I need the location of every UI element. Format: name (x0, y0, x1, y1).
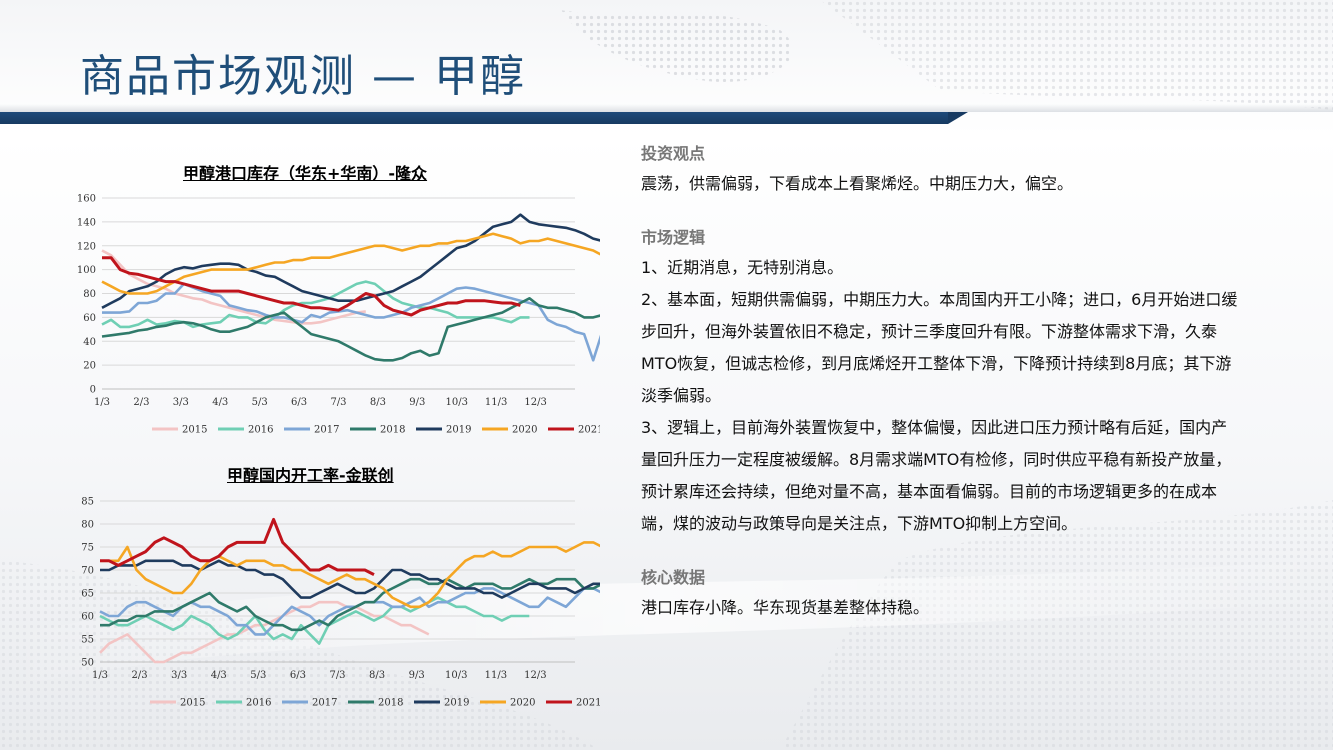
section-paragraph: 港口库存小降。华东现货基差整体持稳。 (641, 598, 930, 617)
section-market-logic: 市场逻辑 1、近期消息，无特别消息。 2、基本面，短期供需偏弱，中期压力大。本周… (641, 224, 1241, 540)
x-tick-label: 12/3 (524, 397, 546, 408)
x-tick-label: 9/3 (409, 670, 425, 681)
series-line-2020 (101, 232, 600, 295)
chart1-title: 甲醇港口库存（华东+华南）-隆众 (183, 164, 428, 183)
legend-label: 2016 (248, 425, 273, 436)
series-line-2018 (101, 297, 600, 362)
legend-label: 2020 (512, 425, 537, 436)
y-tick-label: 80 (81, 520, 94, 531)
x-tick-label: 5/3 (252, 397, 268, 408)
x-tick-label: 8/3 (370, 397, 386, 408)
chart-port-inventory: 0 20 40 60 80 100 120 140 160 1/3 2/3 3/3 4/3 5/3 6/3 7… (77, 194, 600, 436)
y-tick-label: 0 (90, 385, 96, 396)
section-heading: 市场逻辑 (641, 228, 706, 247)
x-tick-label: 3/3 (171, 670, 187, 681)
section-paragraph: 1、近期消息，无特别消息。 (641, 258, 844, 277)
series-line-2015 (99, 600, 430, 664)
title-shadow (0, 104, 1333, 112)
x-tick-label: 6/3 (290, 670, 306, 681)
x-tick-label: 3/3 (173, 397, 189, 408)
legend-label: 2016 (246, 698, 271, 709)
legend-label: 2015 (182, 425, 207, 436)
x-tick-label: 7/3 (330, 397, 346, 408)
y-tick-label: 40 (83, 337, 96, 348)
y-tick-label: 100 (77, 265, 96, 276)
y-tick-label: 55 (81, 635, 94, 646)
series-line-2017 (102, 282, 600, 362)
y-tick-label: 140 (77, 217, 96, 228)
x-tick-label: 2/3 (132, 670, 148, 681)
legend-label: 2015 (180, 698, 205, 709)
y-tick-label: 60 (83, 313, 96, 324)
section-heading: 核心数据 (641, 568, 706, 587)
series-line-2021 (100, 517, 375, 576)
series-line-2016 (99, 596, 530, 645)
x-tick-label: 2/3 (133, 397, 149, 408)
x-tick-label: 4/3 (212, 397, 228, 408)
series-line-2019 (100, 559, 600, 599)
series-line-2020 (100, 541, 600, 609)
x-tick-label: 9/3 (409, 397, 425, 408)
x-tick-label: 10/3 (446, 397, 468, 408)
y-tick-label: 160 (77, 194, 96, 205)
legend-label: 2018 (378, 698, 403, 709)
y-tick-label: 65 (81, 589, 94, 600)
x-tick-label: 6/3 (291, 397, 307, 408)
x-tick-label: 7/3 (329, 670, 345, 681)
section-core-data: 核心数据 港口库存小降。华东现货基差整体持稳。 (641, 564, 1241, 624)
series-line-2015 (101, 249, 366, 325)
legend-label: 2018 (380, 425, 405, 436)
title-underline-bar (0, 112, 968, 124)
y-tick-label: 75 (81, 543, 94, 554)
y-tick-label: 20 (83, 361, 96, 372)
chart-operating-rate: 50 55 60 65 70 75 80 85 1/3 2/3 3/3 4/3 5/3 6/3 7/3 8/3… (81, 497, 600, 709)
y-tick-label: 120 (77, 241, 96, 252)
y-tick-label: 60 (81, 612, 94, 623)
y-tick-label: 80 (83, 289, 96, 300)
x-tick-label: 12/3 (524, 670, 546, 681)
x-tick-label: 10/3 (445, 670, 467, 681)
x-tick-label: 4/3 (211, 670, 227, 681)
legend-label: 2017 (314, 425, 339, 436)
legend-label: 2019 (444, 698, 469, 709)
legend-label: 2020 (510, 698, 535, 709)
x-tick-label: 11/3 (485, 670, 507, 681)
series-line-2018 (100, 577, 600, 632)
series-line-2016 (101, 280, 530, 329)
y-tick-label: 50 (81, 658, 94, 669)
x-tick-label: 11/3 (485, 397, 507, 408)
section-paragraph: 3、逻辑上，目前海外装置恢复中，整体偏慢，因此进口压力预计略有后延，国内产量回升… (641, 418, 1232, 533)
legend-label: 2019 (446, 425, 471, 436)
legend-label: 2017 (312, 698, 337, 709)
x-tick-label: 1/3 (92, 670, 108, 681)
analysis-panel: 投资观点 震荡，供需偏弱，下看成本上看聚烯烃。中期压力大，偏空。 市场逻辑 1、… (641, 140, 1241, 624)
section-heading: 投资观点 (641, 144, 706, 163)
legend-label: 2021 (576, 698, 600, 709)
legend-label: 2021 (578, 425, 600, 436)
series-line-2019 (101, 213, 600, 309)
x-tick-label: 1/3 (94, 397, 110, 408)
section-investment-view: 投资观点 震荡，供需偏弱，下看成本上看聚烯烃。中期压力大，偏空。 (641, 140, 1241, 200)
series-line-2021 (102, 256, 521, 317)
page-title: 商品市场观测 — 甲醇 (80, 51, 526, 102)
x-tick-label: 8/3 (369, 670, 385, 681)
x-tick-label: 5/3 (250, 670, 266, 681)
y-tick-label: 85 (81, 497, 94, 508)
y-tick-label: 70 (81, 566, 94, 577)
chart2-title: 甲醇国内开工率-金联创 (227, 466, 394, 485)
section-paragraph: 震荡，供需偏弱，下看成本上看聚烯烃。中期压力大，偏空。 (641, 174, 1074, 193)
section-paragraph: 2、基本面，短期供需偏弱，中期压力大。本周国内开工小降；进口，6月开始进口缓步回… (641, 290, 1238, 405)
